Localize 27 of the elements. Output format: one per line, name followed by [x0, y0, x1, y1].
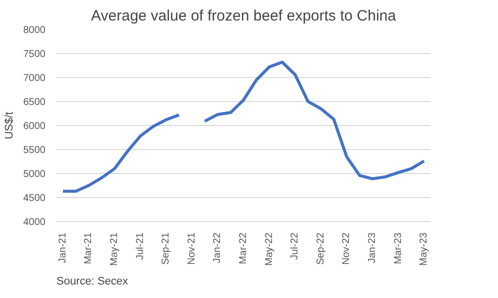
x-tick-label: Nov-21	[186, 232, 198, 265]
y-tick-label: 8000	[23, 25, 46, 36]
x-tick-label: May-21	[109, 232, 120, 266]
y-tick-label: 6000	[23, 121, 46, 132]
x-tick-label: May-23	[418, 232, 430, 266]
x-tick-label: Jul-22	[290, 232, 301, 260]
x-tick-label: Nov-22	[341, 232, 352, 265]
x-tick-label: May-22	[264, 232, 275, 266]
x-tick-label: Sep-21	[160, 232, 172, 265]
y-tick-label: 7000	[23, 73, 46, 84]
y-tick-label: 7500	[23, 49, 46, 60]
y-tick-label: 4000	[23, 217, 46, 228]
x-tick-label: Mar-22	[238, 232, 249, 264]
x-tick-label: Mar-21	[83, 232, 94, 264]
source-note: Source: Secex	[56, 276, 129, 288]
y-tick-label: 5000	[23, 169, 46, 180]
x-tick-label: Jan-23	[366, 232, 378, 264]
y-axis-title: US$/t	[3, 112, 16, 140]
y-tick-label: 6500	[23, 97, 46, 108]
y-tick-label: 5500	[23, 145, 46, 156]
x-tick-label: Jan-22	[212, 232, 224, 264]
chart-title: Average value of frozen beef exports to China	[91, 8, 397, 24]
x-tick-label: Sep-22	[315, 232, 326, 265]
y-tick-label: 4500	[23, 193, 46, 204]
x-tick-label: Jul-21	[134, 232, 146, 260]
x-tick-label: Mar-23	[392, 232, 404, 264]
x-tick-label: Jan-21	[57, 232, 68, 264]
